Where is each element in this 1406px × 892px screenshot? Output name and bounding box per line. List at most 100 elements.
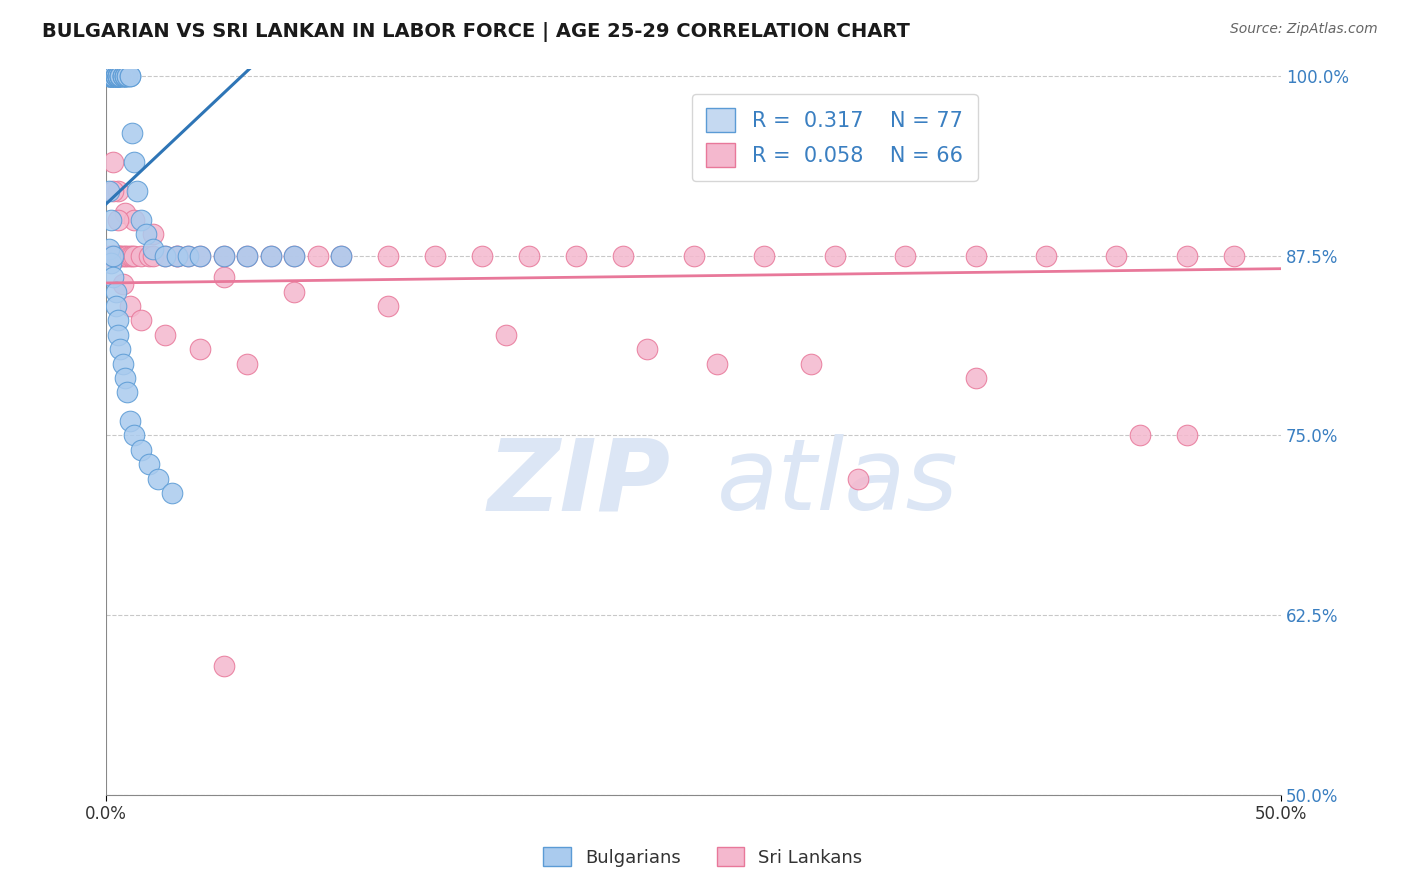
Point bbox=[103, 155, 125, 169]
Point bbox=[114, 69, 136, 83]
Point bbox=[166, 249, 188, 263]
Point bbox=[283, 249, 305, 263]
Point bbox=[110, 69, 132, 83]
Point bbox=[425, 249, 447, 263]
Point bbox=[260, 249, 283, 263]
Point bbox=[236, 249, 259, 263]
Point bbox=[110, 69, 132, 83]
Point bbox=[100, 69, 122, 83]
Point bbox=[107, 69, 129, 83]
Point bbox=[177, 249, 200, 263]
Point bbox=[114, 371, 136, 385]
Point bbox=[110, 249, 132, 263]
Point bbox=[1035, 249, 1057, 263]
Point bbox=[121, 127, 143, 141]
Point bbox=[100, 69, 122, 83]
Point bbox=[100, 69, 122, 83]
Point bbox=[612, 249, 634, 263]
Point bbox=[114, 69, 136, 83]
Point bbox=[103, 249, 125, 263]
Text: Source: ZipAtlas.com: Source: ZipAtlas.com bbox=[1230, 22, 1378, 37]
Point bbox=[107, 249, 129, 263]
Point bbox=[103, 69, 125, 83]
Point bbox=[110, 69, 132, 83]
Point bbox=[142, 242, 165, 256]
Point bbox=[104, 69, 127, 83]
Point bbox=[131, 313, 153, 327]
Point bbox=[752, 249, 775, 263]
Point bbox=[824, 249, 846, 263]
Point bbox=[212, 658, 235, 673]
Point bbox=[377, 249, 399, 263]
Point bbox=[565, 249, 588, 263]
Point bbox=[124, 155, 146, 169]
Point bbox=[110, 69, 132, 83]
Point bbox=[104, 69, 127, 83]
Point bbox=[104, 69, 127, 83]
Point bbox=[118, 299, 141, 313]
Point bbox=[97, 69, 120, 83]
Point bbox=[100, 256, 122, 270]
Point bbox=[103, 69, 125, 83]
Point bbox=[965, 249, 987, 263]
Point bbox=[118, 249, 141, 263]
Point bbox=[212, 270, 235, 285]
Point bbox=[188, 342, 211, 356]
Point bbox=[124, 249, 146, 263]
Point bbox=[1175, 428, 1198, 442]
Point bbox=[131, 442, 153, 457]
Point bbox=[97, 69, 120, 83]
Point bbox=[517, 249, 540, 263]
Point bbox=[107, 184, 129, 198]
Point bbox=[107, 327, 129, 342]
Point bbox=[111, 357, 134, 371]
Point bbox=[117, 69, 139, 83]
Point bbox=[124, 212, 146, 227]
Point bbox=[110, 342, 132, 356]
Point bbox=[103, 249, 125, 263]
Point bbox=[236, 357, 259, 371]
Point bbox=[107, 69, 129, 83]
Point bbox=[100, 212, 122, 227]
Point bbox=[118, 69, 141, 83]
Point bbox=[142, 227, 165, 241]
Point bbox=[117, 249, 139, 263]
Point bbox=[377, 299, 399, 313]
Text: atlas: atlas bbox=[717, 434, 959, 532]
Point bbox=[104, 69, 127, 83]
Point bbox=[104, 249, 127, 263]
Point bbox=[131, 249, 153, 263]
Point bbox=[283, 285, 305, 299]
Point bbox=[471, 249, 494, 263]
Point bbox=[111, 69, 134, 83]
Point bbox=[107, 69, 129, 83]
Point bbox=[283, 249, 305, 263]
Point bbox=[107, 69, 129, 83]
Point bbox=[104, 69, 127, 83]
Point bbox=[146, 472, 169, 486]
Point bbox=[100, 69, 122, 83]
Point bbox=[104, 285, 127, 299]
Point bbox=[121, 249, 143, 263]
Point bbox=[166, 249, 188, 263]
Point bbox=[153, 327, 176, 342]
Point bbox=[188, 249, 211, 263]
Point bbox=[188, 249, 211, 263]
Point bbox=[330, 249, 353, 263]
Point bbox=[706, 357, 728, 371]
Point bbox=[131, 212, 153, 227]
Point bbox=[330, 249, 353, 263]
Point bbox=[682, 249, 704, 263]
Point bbox=[97, 69, 120, 83]
Point bbox=[100, 69, 122, 83]
Point bbox=[894, 249, 917, 263]
Point bbox=[636, 342, 658, 356]
Point bbox=[212, 249, 235, 263]
Point bbox=[117, 69, 139, 83]
Point bbox=[153, 249, 176, 263]
Point bbox=[100, 249, 122, 263]
Point bbox=[97, 184, 120, 198]
Legend: Bulgarians, Sri Lankans: Bulgarians, Sri Lankans bbox=[536, 840, 870, 874]
Legend: R =  0.317    N = 77, R =  0.058    N = 66: R = 0.317 N = 77, R = 0.058 N = 66 bbox=[692, 94, 977, 181]
Point bbox=[103, 270, 125, 285]
